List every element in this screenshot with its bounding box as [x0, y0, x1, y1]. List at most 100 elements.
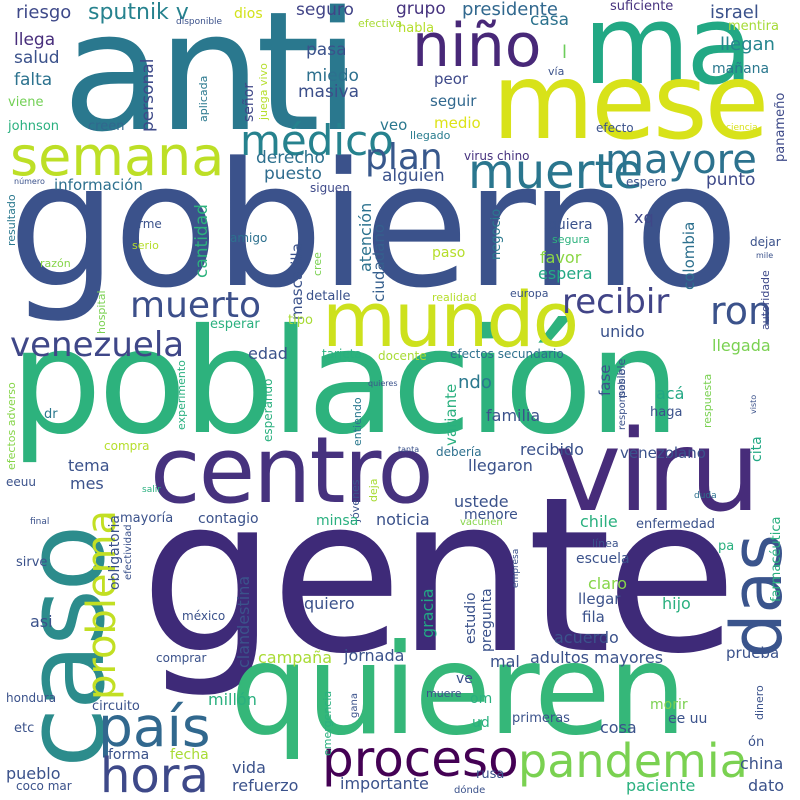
- word: docente: [378, 349, 427, 363]
- word: médico: [240, 116, 394, 165]
- word: china: [740, 754, 784, 773]
- word: tema: [68, 456, 110, 475]
- word: enfermedad: [636, 517, 716, 532]
- word: masiva: [298, 82, 360, 102]
- word: medio: [434, 114, 481, 132]
- word: europa: [510, 287, 549, 300]
- word: mañana: [712, 61, 770, 77]
- word: peor: [434, 70, 469, 88]
- word: pandemia: [518, 734, 748, 788]
- word: menore: [464, 507, 518, 523]
- word: proceso: [322, 730, 519, 788]
- word: llegan: [720, 34, 775, 55]
- word: línea: [592, 537, 619, 550]
- word: número: [14, 177, 45, 186]
- word: muerto: [130, 285, 261, 326]
- word: pueblo: [6, 764, 61, 783]
- word: amigo: [230, 231, 268, 245]
- word: fase: [596, 364, 614, 396]
- word: ve: [456, 671, 473, 687]
- word: grupo: [396, 0, 446, 19]
- word: compra: [104, 439, 150, 453]
- word: quiera: [548, 217, 593, 233]
- word: plan: [365, 137, 443, 178]
- word: dios: [234, 6, 263, 22]
- word: acá: [656, 384, 685, 403]
- word: unido: [600, 322, 645, 341]
- word: muerte: [468, 144, 643, 200]
- word: refuerzo: [232, 776, 299, 795]
- word: hora: [100, 748, 209, 800]
- word: ud: [472, 715, 490, 731]
- word: viene: [8, 95, 44, 110]
- word: riesgo: [16, 2, 72, 23]
- word: llega: [14, 30, 56, 50]
- word: autoridade: [759, 270, 772, 330]
- word: negocio: [489, 208, 504, 260]
- word: farmacéutica: [769, 516, 784, 603]
- word: obligatoria: [107, 515, 123, 590]
- word: realidad: [432, 291, 477, 304]
- word: juega vivo: [257, 63, 270, 120]
- word: prueba: [726, 644, 780, 662]
- word: detalle: [306, 289, 351, 304]
- word: ron: [710, 289, 773, 333]
- word: gracia: [418, 588, 437, 638]
- word: llegado: [410, 129, 451, 142]
- word: miedo: [306, 66, 359, 86]
- word: ustede: [454, 492, 509, 511]
- word: espera: [538, 264, 593, 283]
- word: experimento: [175, 360, 188, 430]
- word: hondura: [6, 691, 57, 705]
- word: morir: [650, 697, 688, 713]
- word: efectividad: [123, 524, 134, 580]
- word: dinero: [753, 685, 766, 720]
- word: seguro: [296, 0, 354, 20]
- word: adultos mayores: [530, 648, 664, 667]
- word: dr: [44, 407, 58, 422]
- word: espero: [626, 175, 667, 189]
- word: responsable: [617, 369, 628, 430]
- word: efecto: [596, 121, 634, 135]
- word: panameño: [773, 92, 788, 162]
- word: xq: [634, 208, 654, 227]
- word: final: [30, 517, 50, 527]
- word: muere: [426, 687, 462, 700]
- word: suficiente: [610, 0, 674, 14]
- word: virus chino: [464, 149, 530, 163]
- word: acuerdo: [554, 628, 619, 647]
- word: llegaron: [468, 456, 533, 475]
- word: cantidad: [192, 204, 212, 278]
- word: punto: [706, 170, 756, 190]
- word: favor: [540, 248, 582, 267]
- word: rme: [138, 217, 162, 231]
- word: coco mar: [16, 779, 72, 793]
- word: pregunta: [479, 588, 495, 652]
- word: habla: [398, 21, 435, 36]
- word: país: [98, 695, 211, 759]
- word: hijo: [662, 594, 691, 613]
- word: comprar: [156, 651, 207, 665]
- word: segura: [552, 233, 590, 246]
- word: señor: [241, 82, 257, 122]
- word: alguien: [382, 166, 445, 186]
- word: circuito: [92, 699, 140, 714]
- word: duda: [694, 491, 717, 501]
- word: cosa: [600, 718, 637, 737]
- word: fila: [582, 608, 605, 626]
- word: creen: [88, 119, 125, 134]
- word: hospital: [95, 290, 108, 334]
- word: edad: [248, 344, 288, 363]
- word: ón: [748, 735, 765, 750]
- word: vía: [548, 65, 565, 78]
- word: efectos secundario: [450, 347, 564, 361]
- word: minsa: [316, 513, 359, 529]
- word: sirve: [16, 555, 48, 570]
- word: esperando: [261, 378, 275, 443]
- word: seguir: [430, 92, 477, 110]
- word: gana: [349, 693, 360, 718]
- word: cita: [749, 436, 765, 462]
- word: casa: [530, 10, 570, 30]
- word: mayore: [605, 137, 757, 183]
